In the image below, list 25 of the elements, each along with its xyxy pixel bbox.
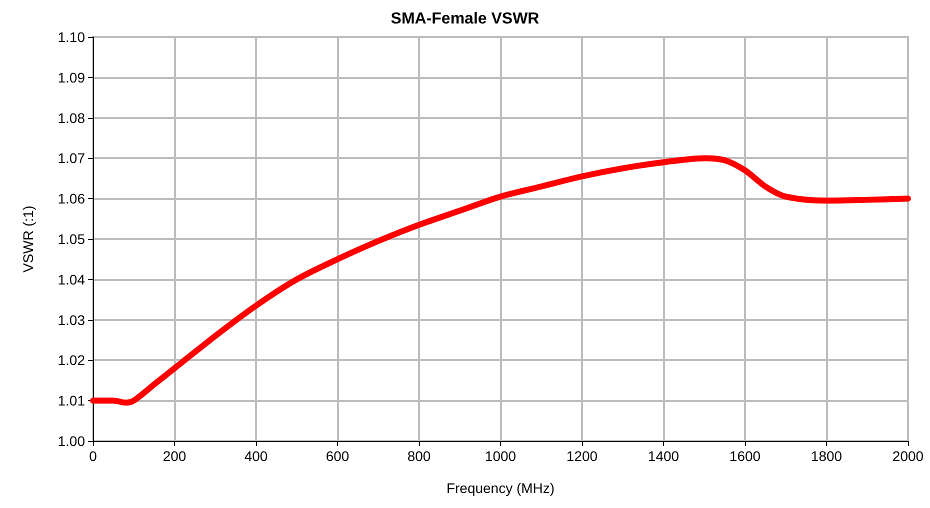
y-tick-label: 1.10 [58,29,86,45]
x-tick-label: 1200 [566,448,598,464]
x-tick-label: 200 [162,448,186,464]
y-tick-label: 1.04 [58,271,86,288]
y-tick-label: 1.03 [58,312,86,328]
y-axis-title: VSWR (:1) [20,206,36,272]
y-tick-label: 1.02 [58,352,86,368]
x-axis-title: Frequency (MHz) [446,480,555,496]
chart-title: SMA-Female VSWR [390,10,540,28]
y-tick-label: 1.08 [58,110,86,126]
y-tick-label: 1.00 [58,433,86,449]
y-tick-label: 1.06 [58,190,86,207]
y-tick-label: 1.09 [58,69,86,86]
x-tick-label: 1600 [729,448,761,464]
x-tick-label: 1800 [810,448,842,464]
x-tick-label: 0 [89,448,98,464]
y-tick-label: 1.01 [58,392,86,409]
x-tick-label: 1000 [484,448,516,464]
x-tick-label: 800 [407,448,431,464]
y-tick-label: 1.05 [58,231,86,247]
x-tick-label: 2000 [892,448,924,464]
x-tick-label: 600 [326,448,350,464]
x-tick-label: 1400 [648,448,680,464]
y-tick-label: 1.07 [58,150,86,166]
x-tick-label: 400 [244,448,268,464]
